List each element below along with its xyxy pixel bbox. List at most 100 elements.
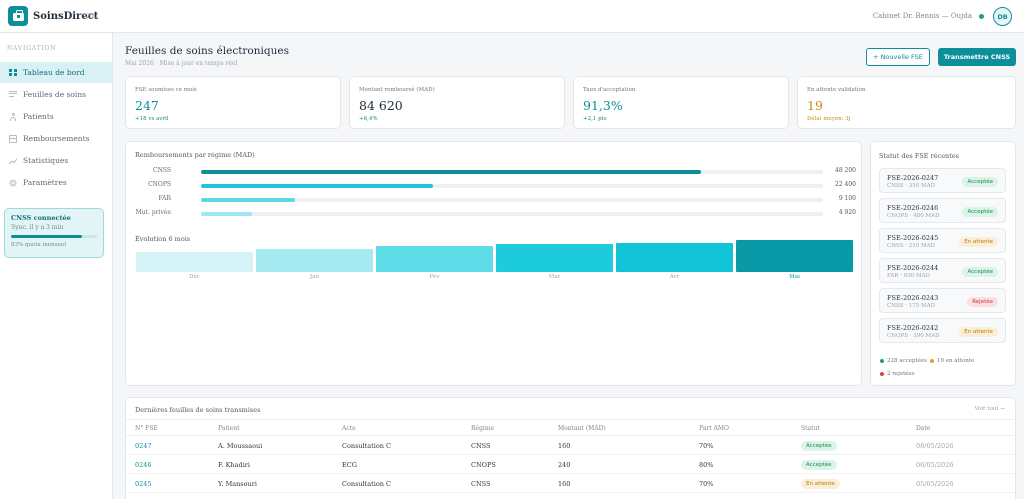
status-badge: Acceptée [801, 441, 837, 451]
cell-montant: 160 [558, 480, 571, 488]
view-all-link[interactable]: Voir tout → [974, 406, 1005, 412]
kpi-label: Montant remboursé (MAD) [359, 87, 435, 93]
cnss-title: CNSS connectée [11, 214, 71, 222]
regime-bar [201, 212, 252, 216]
page-subtitle: Mai 2026 · Mise à jour en temps réel [125, 60, 238, 67]
sidebar-item-remboursements[interactable]: Remboursements [0, 128, 112, 149]
sidebar: NAVIGATION Tableau de bord Feuilles de s… [0, 33, 113, 499]
list-icon [9, 90, 17, 99]
evolution-bar[interactable] [736, 240, 853, 272]
evolution-bar[interactable] [496, 244, 613, 272]
card-icon [9, 134, 17, 143]
sidebar-item-label: Statistiques [23, 156, 69, 165]
online-status-icon [979, 14, 984, 19]
status-title: Statut des FSE récentes [879, 152, 960, 160]
table-row[interactable]: 0246 F. Khadiri ECG CNOPS 240 80% Acceptée 06/0… [126, 456, 1014, 474]
trend-icon [9, 157, 17, 165]
evolution-bar[interactable] [136, 252, 253, 272]
sidebar-item-feuilles[interactable]: Feuilles de soins [0, 84, 112, 105]
status-item[interactable]: FSE-2026-0244 FAR · 650 MAD Acceptée [879, 258, 1006, 283]
col-header: Patient [218, 425, 240, 432]
kpi-card-submitted: FSE soumises ce mois 247 +18 vs avril [125, 76, 341, 129]
cell-fse-id[interactable]: 0247 [135, 442, 152, 450]
regime-label: Mut. privée [135, 209, 171, 216]
reimbursement-chart-card: Remboursements par régime (MAD) CNSS 48 … [125, 141, 862, 386]
table-row[interactable]: 0247 A. Moussaoui Consultation C CNSS 160 70%… [126, 437, 1014, 455]
send-cnss-button[interactable]: Transmettre CNSS [938, 48, 1016, 66]
legend-accepted: 228 acceptées [880, 358, 927, 364]
top-bar: SoinsDirect v2.4 Cabinet Dr. Bennis — Ou… [0, 0, 1024, 33]
evolution-bar[interactable] [376, 246, 493, 272]
status-badge: Acceptée [962, 267, 998, 277]
sidebar-item-statistiques[interactable]: Statistiques [0, 150, 112, 171]
status-item[interactable]: FSE-2026-0247 CNSS · 350 MAD Acceptée [879, 168, 1006, 193]
kpi-card-acceptance: Taux d'acceptation 91,3% +2,1 pts [573, 76, 789, 129]
cell-patient: Y. Mansouri [218, 480, 257, 488]
status-fse-id: FSE-2026-0243 [887, 294, 939, 302]
status-card: Statut des FSE récentes FSE-2026-0247 CNS… [870, 141, 1016, 386]
cell-amo: 70% [699, 480, 714, 488]
rejected-dot-icon [880, 372, 884, 376]
status-badge: En attente [801, 479, 840, 489]
evolution-title: Évolution 6 mois [135, 235, 191, 243]
status-meta: CNSS · 175 MAD [887, 303, 935, 309]
legend-label: 2 rejetées [887, 371, 915, 377]
regime-row: CNSS 48 200 [126, 167, 861, 177]
status-item[interactable]: FSE-2026-0246 CNOPS · 480 MAD Acceptée [879, 198, 1006, 223]
evolution-month-label: Mar [548, 274, 561, 280]
cnss-connection-panel: CNSS connectée Sync. il y a 3 min 83% qu… [4, 208, 104, 258]
regime-bar [201, 170, 701, 174]
evolution-bar[interactable] [616, 243, 733, 272]
legend-rejected: 2 rejetées [880, 371, 915, 377]
status-item[interactable]: FSE-2026-0243 CNSS · 175 MAD Rejetée [879, 288, 1006, 313]
regime-track [201, 170, 823, 174]
evolution-month-label: Fév [429, 274, 440, 280]
cell-patient: F. Khadiri [218, 461, 250, 469]
cell-regime: CNSS [471, 442, 491, 450]
status-badge: En attente [959, 237, 998, 247]
sidebar-item-dashboard[interactable]: Tableau de bord [0, 62, 112, 83]
app-name: SoinsDirect [33, 11, 99, 22]
status-badge: Acceptée [962, 207, 998, 217]
regime-value: 4 920 [838, 209, 856, 216]
regime-bar [201, 184, 434, 188]
legend-pending: 19 en attente [930, 358, 974, 364]
regime-track [201, 212, 823, 216]
cnss-quota-bar [11, 235, 97, 238]
status-fse-id: FSE-2026-0244 [887, 264, 939, 272]
table-row[interactable]: 0245 Y. Mansouri Consultation C CNSS 160 70% E… [126, 475, 1014, 493]
kpi-value: 91,3% [583, 98, 623, 113]
cell-fse-id[interactable]: 0245 [135, 480, 152, 488]
status-meta: CNOPS · 390 MAD [887, 333, 940, 339]
kpi-label: FSE soumises ce mois [135, 87, 197, 93]
fse-table-card: Dernières feuilles de soins transmises V… [125, 397, 1016, 499]
table-title: Dernières feuilles de soins transmises [135, 406, 261, 414]
sidebar-item-parametres[interactable]: Paramètres [0, 172, 112, 193]
regime-bar [201, 198, 296, 202]
kpi-card-amount: Montant remboursé (MAD) 84 620 +6,4% [349, 76, 565, 129]
cell-acte: ECG [342, 461, 357, 469]
status-meta: FAR · 650 MAD [887, 273, 930, 279]
cell-fse-id[interactable]: 0246 [135, 461, 152, 469]
avatar[interactable]: DB [993, 7, 1012, 26]
regime-value: 9 100 [838, 195, 856, 202]
cell-amo: 70% [699, 442, 714, 450]
status-item[interactable]: FSE-2026-0242 CNOPS · 390 MAD En attente [879, 318, 1006, 343]
kpi-delta: Délai moyen: 3j [807, 116, 851, 122]
col-header: N° FSE [135, 425, 158, 432]
col-header: Régime [471, 425, 495, 432]
kpi-delta: +2,1 pts [583, 116, 607, 122]
new-fse-button[interactable]: + Nouvelle FSE [866, 48, 930, 66]
evolution-bar[interactable] [256, 249, 373, 272]
status-badge: En attente [959, 327, 998, 337]
sidebar-item-patients[interactable]: Patients [0, 106, 112, 127]
medical-bag-icon[interactable] [8, 6, 28, 26]
regime-label: CNOPS [148, 181, 171, 188]
cell-patient: A. Moussaoui [218, 442, 263, 450]
status-item[interactable]: FSE-2026-0245 CNSS · 210 MAD En attente [879, 228, 1006, 253]
evolution-month-label: Déc [189, 274, 200, 280]
sidebar-item-label: Tableau de bord [23, 68, 85, 77]
accepted-dot-icon [880, 359, 884, 363]
col-header: Montant (MAD) [558, 425, 606, 432]
cell-acte: Consultation C [342, 480, 391, 488]
